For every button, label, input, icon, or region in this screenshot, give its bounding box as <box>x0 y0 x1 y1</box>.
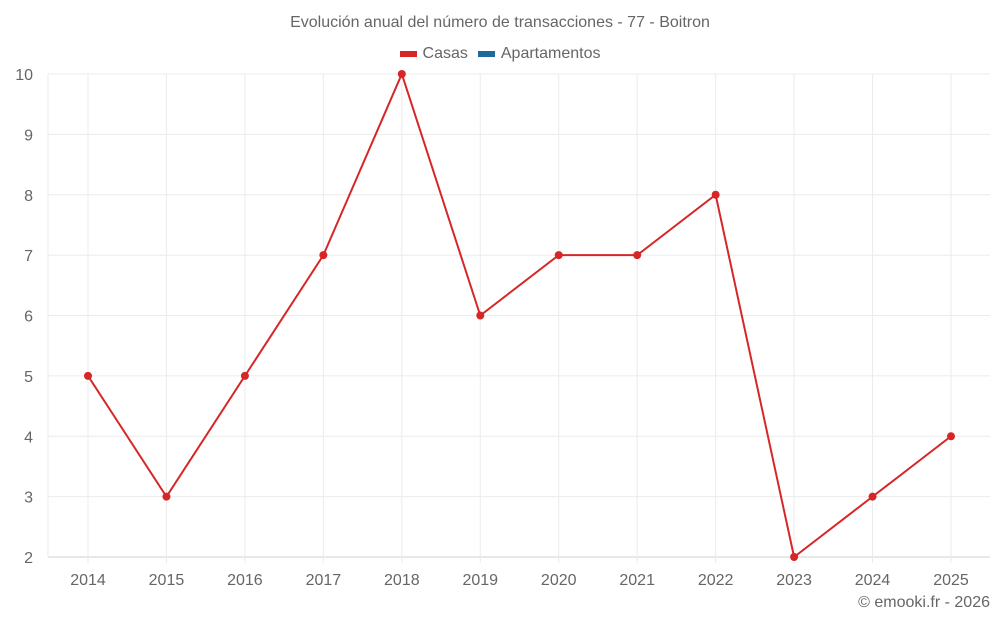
y-tick-label: 3 <box>24 490 33 507</box>
y-tick-label: 9 <box>24 127 33 144</box>
legend-swatch-apartamentos <box>477 51 495 57</box>
copyright-credit: © emooki.fr - 2026 <box>858 594 990 611</box>
y-tick-label: 5 <box>24 369 33 386</box>
y-tick-label: 7 <box>24 248 33 265</box>
data-point <box>711 190 720 199</box>
y-tick-label: 2 <box>24 550 33 567</box>
data-point <box>868 492 877 501</box>
data-point <box>476 311 485 320</box>
x-tick-label: 2022 <box>698 572 734 589</box>
data-point <box>790 553 799 561</box>
legend-swatch-casas <box>399 51 417 57</box>
x-tick-label: 2024 <box>855 572 891 589</box>
data-point <box>162 492 171 501</box>
chart-title: Evolución anual del número de transaccio… <box>290 14 710 31</box>
legend: Casas Apartamentos <box>0 45 1000 63</box>
data-point <box>554 251 563 260</box>
legend-label: Apartamentos <box>500 45 601 62</box>
x-tick-label: 2015 <box>149 572 185 589</box>
x-tick-label: 2018 <box>384 572 420 589</box>
x-tick-label: 2020 <box>541 572 577 589</box>
data-point <box>84 371 92 380</box>
legend-item-casas[interactable]: Casas <box>399 45 468 63</box>
data-point <box>319 251 328 260</box>
data-point <box>947 432 955 441</box>
x-tick-label: 2017 <box>306 572 342 589</box>
legend-label: Casas <box>422 45 468 62</box>
x-tick-label: 2016 <box>227 572 263 589</box>
series-line-casas <box>87 71 952 559</box>
x-tick-label: 2025 <box>933 572 969 589</box>
data-point <box>633 251 642 260</box>
x-tick-label: 2021 <box>619 572 655 589</box>
y-tick-label: 10 <box>15 67 33 84</box>
y-tick-label: 6 <box>24 309 33 326</box>
legend-item-apartamentos[interactable]: Apartamentos <box>477 45 601 63</box>
y-tick-label: 4 <box>24 429 33 446</box>
x-tick-label: 2019 <box>462 572 498 589</box>
x-tick-label: 2014 <box>70 572 106 589</box>
x-tick-label: 2023 <box>776 572 812 589</box>
y-tick-label: 8 <box>24 188 33 205</box>
data-point <box>397 70 406 78</box>
data-point <box>240 371 249 380</box>
